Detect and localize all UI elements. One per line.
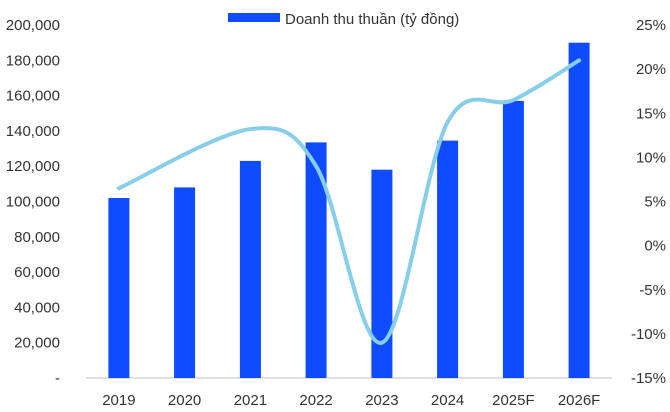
x-tick-label: 2026F: [558, 392, 601, 409]
left-tick-label: -: [55, 370, 60, 387]
x-tick-label: 2025F: [492, 392, 535, 409]
legend-swatch-revenue: [228, 13, 280, 22]
x-tick-label: 2020: [168, 392, 201, 409]
left-tick-label: 60,000: [14, 264, 60, 281]
left-tick-label: 20,000: [14, 335, 60, 352]
right-tick-label: 5%: [644, 194, 666, 211]
right-tick-label: -5%: [639, 282, 666, 299]
bar-2022: [305, 142, 327, 378]
right-tick-label: 10%: [636, 149, 666, 166]
bar-2026F: [568, 42, 590, 378]
bar-2021: [239, 160, 261, 378]
x-tick-label: 2019: [102, 392, 135, 409]
right-tick-label: 15%: [636, 105, 666, 122]
right-tick-label: 20%: [636, 61, 666, 78]
right-tick-label: -10%: [631, 326, 666, 343]
bar-2019: [108, 198, 130, 378]
bar-series: [108, 42, 590, 379]
bar-2020: [174, 187, 196, 378]
x-axis-ticks: 2019 2020 2021 2022 2023 2024 2025F 2026F: [102, 392, 600, 409]
left-axis-ticks: - 20,000 40,000 60,000 80,000 100,000 120,000 1…: [6, 17, 60, 387]
x-tick-label: 2023: [365, 392, 398, 409]
left-tick-label: 40,000: [14, 299, 60, 316]
x-tick-label: 2022: [299, 392, 332, 409]
x-tick-label: 2024: [431, 392, 464, 409]
x-tick-label: 2021: [234, 392, 267, 409]
right-tick-label: 0%: [644, 238, 666, 255]
left-tick-label: 100,000: [6, 194, 60, 211]
left-tick-label: 120,000: [6, 158, 60, 175]
right-axis-ticks: -15% -10% -5% 0% 5% 10% 15% 20% 25%: [631, 17, 666, 387]
bar-2023: [371, 169, 393, 378]
legend-label-revenue: Doanh thu thuần (tỷ đồng): [285, 11, 459, 28]
bar-2025F: [502, 100, 524, 379]
left-tick-label: 180,000: [6, 52, 60, 69]
left-tick-label: 160,000: [6, 88, 60, 105]
left-tick-label: 140,000: [6, 123, 60, 140]
left-tick-label: 200,000: [6, 17, 60, 34]
right-tick-label: -15%: [631, 370, 666, 387]
left-tick-label: 80,000: [14, 229, 60, 246]
legend: Doanh thu thuần (tỷ đồng): [228, 11, 459, 28]
bar-2024: [437, 140, 459, 378]
right-tick-label: 25%: [636, 17, 666, 34]
growth-line: [116, 58, 582, 345]
line-series: [116, 58, 582, 345]
